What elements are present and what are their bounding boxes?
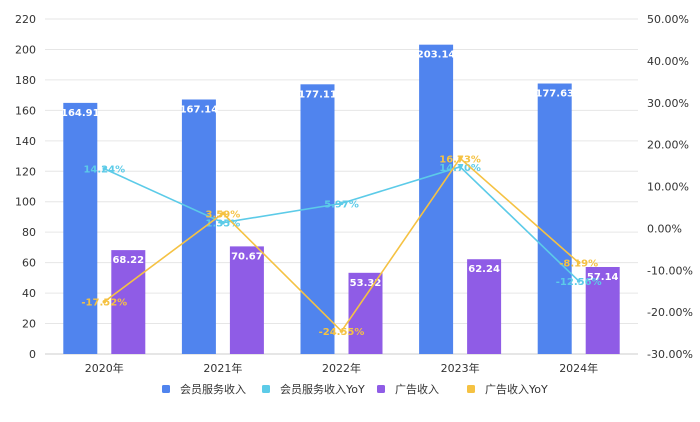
line-value-label: 3.59% [206, 209, 241, 220]
bar-member-revenue [419, 44, 454, 354]
bar-value-label: 53.32 [350, 278, 382, 289]
line-point [102, 299, 107, 304]
y-left-tick-label: 80 [22, 226, 36, 239]
legend-label: 会员服务收入YoY [280, 382, 365, 396]
bar-ad-revenue [585, 266, 620, 354]
legend-swatch [467, 385, 475, 393]
x-category-label: 2023年 [441, 361, 480, 375]
line-value-label: -17.52% [81, 298, 127, 309]
legend-label: 会员服务收入 [180, 382, 246, 396]
bar-value-label: 177.63 [535, 89, 574, 100]
x-category-label: 2021年 [203, 361, 242, 375]
bar-value-label: 57.14 [587, 272, 619, 283]
x-category-label: 2020年 [85, 361, 124, 375]
y-right-tick-label: 20.00% [647, 139, 689, 152]
bar-member-revenue [181, 99, 216, 354]
y-right-tick-label: 30.00% [647, 97, 689, 110]
legend-swatch [162, 385, 170, 393]
line-point [221, 220, 225, 225]
y-left-tick-label: 200 [15, 43, 36, 56]
y-left-tick-label: 60 [22, 257, 36, 270]
line-point [102, 166, 107, 171]
line-ad-yoy [103, 157, 580, 333]
line-value-label: -12.56% [556, 277, 602, 288]
bar-value-label: 164.91 [61, 108, 100, 119]
y-right-tick-label: 40.00% [647, 55, 689, 68]
bar-value-label: 70.67 [231, 251, 263, 262]
bar-value-label: 177.11 [298, 89, 337, 100]
line-point [576, 260, 581, 265]
legend-label: 广告收入YoY [485, 382, 548, 396]
line-point [576, 279, 581, 283]
line-value-label: -24.55% [319, 327, 365, 338]
line-value-label: 5.97% [324, 199, 359, 210]
bar-member-revenue [300, 84, 335, 354]
y-right-tick-label: -20.00% [647, 306, 693, 319]
y-left-tick-label: 0 [29, 348, 36, 361]
bar-value-label: 62.24 [468, 264, 500, 275]
y-right-tick-label: -10.00% [647, 264, 693, 277]
y-left-tick-label: 120 [15, 165, 36, 178]
bar-member-revenue [63, 102, 98, 354]
line-value-label: -8.19% [559, 259, 598, 270]
x-category-label: 2022年 [322, 361, 361, 375]
bar-value-label: 167.14 [180, 104, 219, 115]
legend-swatch [262, 385, 270, 393]
bar-ad-revenue [229, 246, 264, 354]
y-left-tick-label: 140 [15, 135, 36, 148]
y-left-tick-label: 220 [15, 13, 36, 26]
y-right-tick-label: -30.00% [647, 348, 693, 361]
y-left-tick-label: 40 [22, 287, 36, 300]
line-value-label: 14.70% [439, 163, 481, 174]
y-right-tick-label: 50.00% [647, 13, 689, 26]
line-point [221, 211, 225, 216]
line-member-yoy [103, 165, 580, 282]
bar-member-revenue [537, 83, 572, 355]
y-right-tick-label: 0.00% [647, 222, 682, 235]
line-point [339, 201, 344, 206]
legend-label: 广告收入 [395, 382, 439, 396]
y-left-tick-label: 100 [15, 196, 36, 209]
line-value-label: 14.24% [83, 165, 125, 176]
y-left-tick-label: 180 [15, 74, 36, 87]
bar-ad-revenue [111, 250, 146, 354]
line-point [458, 165, 462, 169]
line-value-label: 16.73% [439, 154, 481, 165]
line-point [339, 329, 344, 333]
x-category-label: 2024年 [559, 361, 598, 375]
y-left-tick-label: 160 [15, 104, 36, 117]
y-right-tick-label: 10.00% [647, 181, 689, 194]
legend-swatch [377, 385, 385, 393]
bar-value-label: 203.14 [417, 50, 456, 61]
bar-value-label: 68.22 [112, 255, 144, 266]
y-left-tick-label: 20 [22, 318, 36, 331]
bar-ad-revenue [467, 259, 502, 354]
line-point [458, 156, 462, 161]
line-value-label: 1.35% [206, 219, 241, 230]
